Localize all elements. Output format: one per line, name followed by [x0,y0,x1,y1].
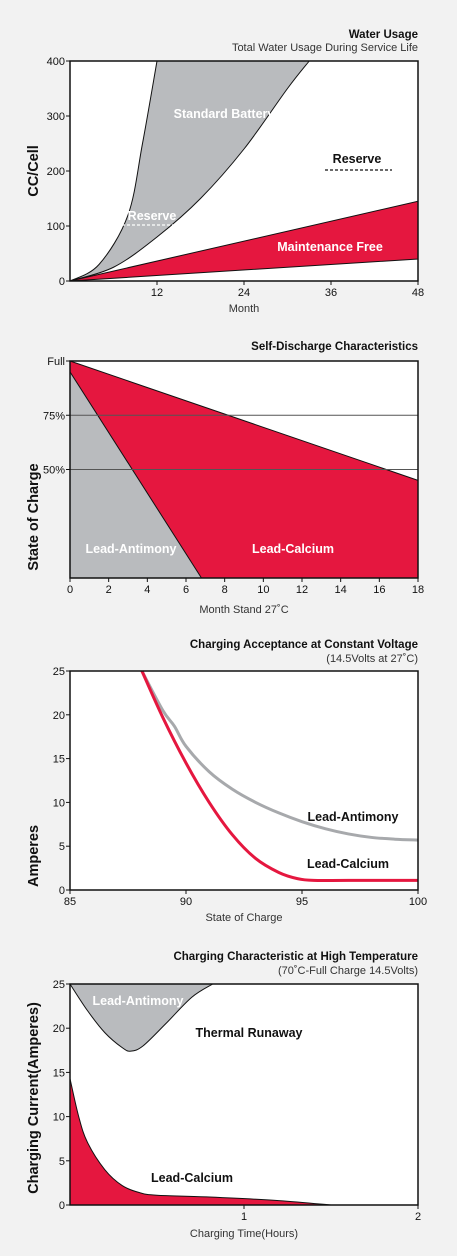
x-tick-label: 0 [67,584,73,596]
y-tick-label: 20 [53,1023,65,1035]
x-tick-label: 6 [183,584,189,596]
y-tick-label: 5 [59,841,65,853]
y-tick-label: 0 [59,885,65,897]
y-tick-label: 400 [47,56,65,68]
y-tick-label: 15 [53,1067,65,1079]
x-tick-labels: 85 90 95 100 [64,890,427,908]
chart-subtitle: Total Water Usage During Service Life [232,42,418,54]
lead-calcium-area [69,1078,332,1206]
chart-title: Charging Characteristic at High Temperat… [173,951,418,963]
y-tick-label: 75% [43,410,65,422]
y-tick-label: 10 [53,1112,65,1124]
x-tick-label: 12 [151,287,163,299]
x-tick-labels: 12 24 36 48 [151,281,424,299]
x-tick-label: 2 [106,584,112,596]
y-tick-labels: 0 5 10 15 20 25 [53,666,70,897]
lead-antimony-label: Lead-Antimony [93,994,184,1008]
x-tick-label: 24 [238,287,250,299]
thermal-runaway-label: Thermal Runaway [196,1026,303,1040]
x-tick-label: 85 [64,896,76,908]
y-tick-label: 0 [59,276,65,288]
y-axis-label: State of Charge [26,463,42,570]
lead-calcium-label: Lead-Calcium [307,857,389,871]
x-axis-label: State of Charge [205,912,282,924]
x-tick-label: 2 [415,1211,421,1223]
reserve-right-label: Reserve [333,152,382,166]
x-tick-label: 95 [296,896,308,908]
x-tick-label: 10 [257,584,269,596]
x-tick-label: 18 [412,584,424,596]
y-axis-label: Charging Current(Amperes) [26,1002,42,1194]
x-tick-labels: 0 2 4 6 8 10 12 14 16 18 [67,578,424,596]
y-tick-labels: 0 100 200 300 400 [47,56,70,288]
lead-antimony-label: Lead-Antimony [308,810,399,824]
x-axis-label: Charging Time(Hours) [190,1228,298,1240]
y-tick-label: 50% [43,465,65,477]
y-tick-label: 15 [53,754,65,766]
y-tick-label: 20 [53,710,65,722]
y-tick-label: 5 [59,1156,65,1168]
plot-frame [69,670,419,891]
x-tick-label: 90 [180,896,192,908]
y-tick-label: 25 [53,666,65,678]
x-tick-label: 4 [144,584,150,596]
y-tick-label: 10 [53,797,65,809]
self-discharge-chart: Self-Discharge Characteristics 50% 75% Ful… [26,341,424,616]
y-axis-label: Amperes [26,825,42,887]
y-axis-label: CC/Cell [26,145,42,197]
y-tick-labels: 0 5 10 15 20 25 [53,979,70,1212]
y-tick-label: 100 [47,221,65,233]
standard-battery-label: Standard Battery [174,107,275,121]
x-axis-label: Month Stand 27˚C [199,604,288,616]
gridlines [70,414,418,470]
chart-title: Self-Discharge Characteristics [251,341,418,353]
maintenance-free-label: Maintenance Free [277,240,383,254]
x-tick-label: 14 [335,584,347,596]
y-tick-label: 25 [53,979,65,991]
lead-antimony-line [140,670,419,842]
high-temperature-chart: Charging Characteristic at High Temperat… [26,951,421,1240]
x-tick-label: 8 [222,584,228,596]
chart-subtitle: (70˚C-Full Charge 14.5Volts) [278,965,418,977]
x-tick-label: 36 [325,287,337,299]
x-tick-label: 100 [409,896,427,908]
x-tick-label: 12 [296,584,308,596]
x-tick-label: 48 [412,287,424,299]
lead-calcium-label: Lead-Calcium [151,1171,233,1185]
charging-acceptance-chart: Charging Acceptance at Constant Voltage … [26,639,427,924]
y-tick-label: 300 [47,111,65,123]
x-tick-label: 1 [241,1211,247,1223]
x-axis-label: Month [229,303,260,315]
lead-antimony-label: Lead-Antimony [86,542,177,556]
chart-title: Charging Acceptance at Constant Voltage [190,639,418,651]
y-tick-label: 200 [47,166,65,178]
plot-area [70,671,418,890]
y-tick-labels: 50% 75% Full [43,356,70,477]
reserve-left-label: Reserve [128,209,177,223]
y-tick-label: Full [47,356,65,368]
lead-calcium-line [140,670,418,882]
lead-calcium-label: Lead-Calcium [252,542,334,556]
chart-subtitle: (14.5Volts at 27˚C) [326,653,418,665]
lead-antimony-area [69,983,215,1052]
y-tick-label: 0 [59,1200,65,1212]
x-tick-label: 16 [373,584,385,596]
chart-title: Water Usage [349,29,418,41]
water-usage-chart: Water Usage Total Water Usage During Ser… [26,29,424,315]
